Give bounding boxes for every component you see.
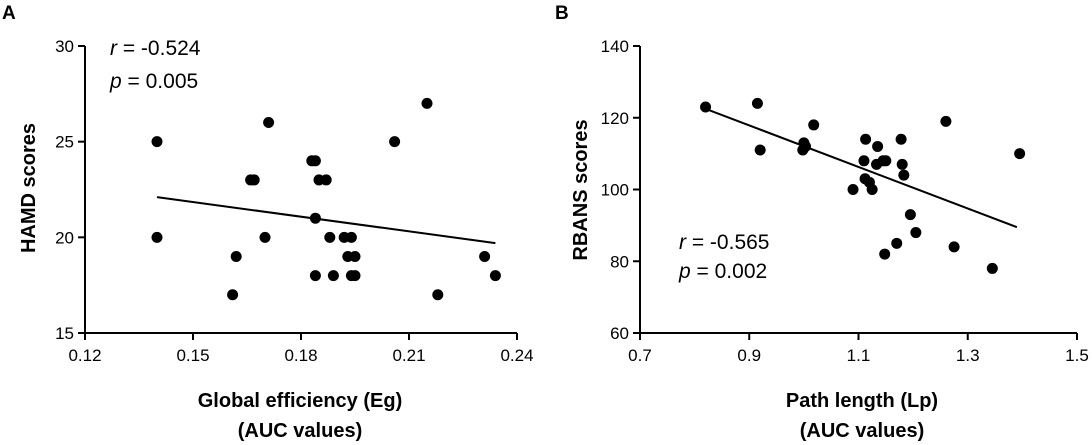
panel-a-p-symbol: p: [109, 70, 122, 93]
panel-a-x-axis-title-line1: Global efficiency (Eg): [198, 390, 402, 412]
panel-b-data-point: [940, 115, 952, 127]
panel-b-data-point: [880, 155, 892, 167]
panel-a-fit-line: [156, 196, 496, 245]
panel-a-y-tick-label: 25: [55, 133, 74, 152]
panel-b-fit-line: [705, 107, 1018, 229]
panel-a-x-tick-label: 0.24: [500, 346, 533, 365]
panel-a-y-tick-label: 15: [55, 324, 74, 343]
panel-a-data-point: [345, 231, 357, 243]
panel-a-data-point: [432, 289, 444, 301]
panel-b-r-stat: r = -0.565: [679, 231, 769, 254]
panel-b-x-axis-title-line1: Path length (Lp): [786, 390, 938, 412]
panel-b-letter: B: [555, 3, 569, 24]
panel-a-data-point: [259, 231, 271, 243]
panel-b-data-point: [866, 184, 878, 195]
panel-a-data-point: [151, 231, 163, 243]
panel-b-r-symbol: r: [679, 231, 687, 254]
panel-b-x-axis-title-line2: (AUC values): [800, 420, 924, 442]
panel-a-y-tick-label: 30: [55, 37, 74, 56]
panel-a-y-axis-title: HAMD scores: [18, 123, 40, 253]
panel-a-data-point: [230, 250, 242, 262]
panel-b-data-point: [860, 133, 872, 145]
panel-a-data-point: [151, 136, 163, 148]
panel-b-data-point: [910, 227, 922, 239]
panel-b-p-symbol: p: [678, 260, 691, 283]
panel-b: B 60 80 100 120 140 0.7 0.9 1.1 1.3 1.5 RBANS sco…: [555, 3, 1089, 442]
panel-a-data-point: [479, 250, 491, 262]
panel-b-x-tick-label: 1.1: [847, 346, 871, 365]
panel-a-data-point: [227, 289, 239, 301]
panel-a-x-tick-label: 0.21: [392, 346, 425, 365]
panel-a-p-value: = 0.005: [122, 70, 198, 93]
panel-b-data-point: [847, 184, 859, 195]
panel-b-data-point: [751, 97, 763, 109]
panel-a-x-tick-label: 0.15: [176, 346, 209, 365]
panel-b-x-tick-label: 1.5: [1065, 346, 1089, 365]
panel-b-p-value: = 0.002: [691, 260, 767, 283]
panel-b-data-point: [896, 158, 908, 170]
panel-a-x-tick-label: 0.18: [284, 346, 317, 365]
panel-b-r-value: = -0.565: [686, 231, 769, 254]
panel-a-data-point: [489, 270, 501, 282]
panel-a-data-point: [349, 250, 361, 262]
panel-a-r-value: = -0.524: [117, 37, 201, 60]
panel-a-data-point: [320, 174, 332, 186]
panel-b-y-tick-label: 140: [601, 37, 629, 56]
panel-a-r-symbol: r: [110, 37, 118, 60]
panel-a: A 15 20 25 30 0.12 0.15 0.18 0.21 0.24 HAMD scor…: [2, 3, 534, 442]
panel-b-y-tick-label: 80: [610, 252, 629, 271]
panel-b-data-point: [879, 248, 891, 260]
panel-b-data-point: [895, 133, 907, 145]
panel-a-data-point: [327, 270, 339, 282]
panel-a-y-tick-label: 20: [55, 228, 74, 247]
panel-a-data-point: [421, 97, 433, 109]
panel-b-data-point: [808, 119, 820, 131]
panel-b-p-stat: p = 0.002: [678, 260, 767, 283]
panel-a-x-tick-label: 0.12: [68, 346, 101, 365]
panel-a-plot: 15 20 25 30 0.12 0.15 0.18 0.21 0.24: [55, 37, 533, 365]
panel-a-data-point: [309, 155, 321, 167]
panel-b-data-point: [872, 140, 884, 152]
panel-b-x-tick-label: 0.9: [737, 346, 761, 365]
panel-a-data-point: [263, 117, 275, 129]
panel-a-x-axis-title-line2: (AUC values): [238, 420, 362, 442]
panel-b-data-point: [800, 140, 812, 152]
panel-b-x-tick-label: 0.7: [628, 346, 652, 365]
panel-b-data-point: [898, 169, 910, 181]
panel-b-data-point: [700, 101, 712, 113]
panel-b-y-tick-label: 120: [601, 109, 629, 128]
panel-b-data-point: [858, 155, 870, 167]
panel-a-p-stat: p = 0.005: [109, 70, 198, 93]
panel-b-data-point: [904, 209, 916, 221]
panel-a-data-point: [248, 174, 260, 186]
panel-b-data-point: [891, 237, 903, 249]
panel-b-y-tick-label: 60: [610, 324, 629, 343]
panel-b-data-point: [986, 262, 998, 274]
panel-a-data-point: [309, 270, 321, 282]
panel-a-r-stat: r = -0.524: [110, 37, 201, 60]
panel-a-data-point: [349, 270, 361, 282]
panel-b-data-point: [754, 144, 766, 156]
panel-b-y-tick-label: 100: [601, 181, 629, 200]
panel-b-data-point: [1014, 148, 1026, 160]
panel-a-data-point: [309, 212, 321, 224]
panel-b-data-point: [948, 241, 960, 253]
panel-a-data-point: [389, 136, 401, 148]
panel-a-letter: A: [2, 3, 16, 24]
panel-a-data-point: [324, 231, 336, 243]
panel-b-plot: 60 80 100 120 140 0.7 0.9 1.1 1.3 1.5: [601, 37, 1089, 365]
panel-b-y-axis-title: RBANS scores: [570, 119, 592, 260]
panel-b-x-tick-label: 1.3: [956, 346, 980, 365]
